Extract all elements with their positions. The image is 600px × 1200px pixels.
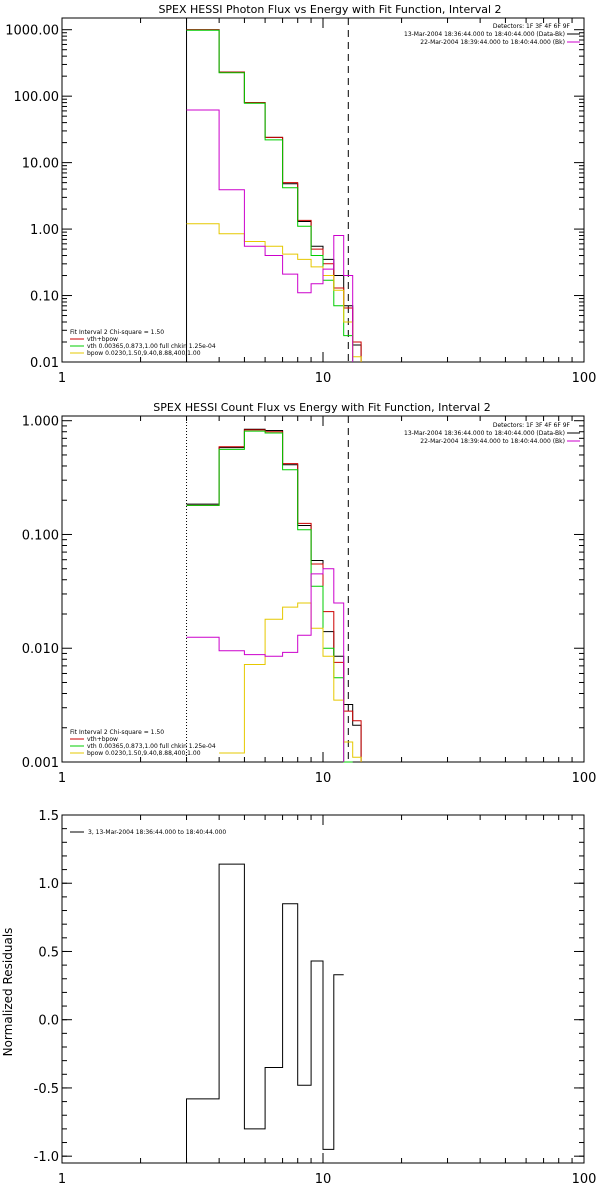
resid-y-tick-label: -0.5 [34,1082,59,1097]
photon-series-vth [186,29,354,362]
photon-x-tick-label: 100 [572,371,597,386]
count-legend-left-header: Fit Interval 2 Chi-square = 1.50 [70,729,164,736]
photon-y-tick-label: 0.10 [30,290,59,305]
photon-y-tick-label: 0.01 [30,356,59,371]
count-legend-left-entry: bpow 0.0230,1.50,9.40,8.88,400,1.00 [87,750,201,757]
count-legend-left-entry: vth 0.00365,0.873,1.00 full chkin 1.25e-… [87,743,216,750]
count-legend-right: Detectors: 1F 3F 4F 6F 9F 13-Mar-2004 18… [404,422,580,445]
photon-y-tick-label: 10.00 [22,157,59,172]
photon-y-tick-label: 1000.00 [5,24,59,39]
resid-series-group [186,863,344,1163]
resid-y-tick-label: 0.0 [38,1014,59,1029]
photon-legend-left-header: Fit Interval 2 Chi-square = 1.50 [70,329,164,336]
photon-legend-left-entry: vth 0.00365,0.873,1.00 full chkin 1.25e-… [87,343,216,350]
count-legend-right-header: Detectors: 1F 3F 4F 6F 9F [493,422,571,429]
resid-y-tick-label: 1.0 [38,877,59,892]
resid-legend: 3, 13-Mar-2004 18:36:44.000 to 18:40:44.… [70,829,226,836]
residuals-panel: 1 10 100 -1.0 -0.5 0.0 0.5 1.0 1.5 Normalized Re… [1,809,596,1187]
photon-legend-left-entry: vth+bpow [87,336,118,343]
count-y-tick-label: 0.100 [22,528,59,543]
photon-legend-right-entry: 22-Mar-2004 18:39:44.000 to 18:40:44.000… [420,39,565,46]
count-flux-panel: SPEX HESSI Count Flux vs Energy with Fit… [22,401,597,786]
photon-chart-title: SPEX HESSI Photon Flux vs Energy with Fi… [158,3,501,16]
resid-legend-entry: 3, 13-Mar-2004 18:36:44.000 to 18:40:44.… [88,829,226,836]
count-axes: 1 10 100 0.001 0.010 0.100 1.000 [22,415,597,786]
count-series-bk [186,568,345,762]
photon-y-tick-label: 1.00 [30,223,59,238]
photon-y-tick-label: 100.00 [14,90,60,105]
photon-legend-right-header: Detectors: 1F 3F 4F 6F 9F [493,23,571,30]
count-series-group [186,428,362,763]
resid-axes: 1 10 100 -1.0 -0.5 0.0 0.5 1.0 1.5 [34,809,597,1187]
photon-series-group [186,29,362,362]
count-x-tick-label: 1 [58,771,66,786]
photon-vlines [186,18,349,362]
resid-x-tick-label: 100 [572,1172,597,1187]
photon-x-tick-label: 1 [58,371,66,386]
photon-legend-left: Fit Interval 2 Chi-square = 1.50 vth+bpo… [70,329,216,357]
photon-flux-panel: SPEX HESSI Photon Flux vs Energy with Fi… [5,3,596,386]
count-x-tick-label: 10 [315,771,332,786]
resid-y-axis-label: Normalized Residuals [1,928,15,1057]
count-y-tick-label: 0.001 [22,756,59,771]
count-y-tick-label: 0.010 [22,642,59,657]
resid-y-tick-label: -1.0 [34,1150,59,1165]
photon-axes: 1 10 100 0.01 0.10 1.00 10.00 100.00 1000.00 [5,18,596,386]
count-y-tick-label: 1.000 [22,415,59,430]
photon-x-tick-label: 10 [315,371,332,386]
resid-y-tick-label: 0.5 [38,945,59,960]
resid-x-tick-label: 10 [315,1172,332,1187]
photon-legend-right: Detectors: 1F 3F 4F 6F 9F 13-Mar-2004 18… [404,23,580,46]
resid-x-tick-label: 1 [58,1172,66,1187]
count-legend-right-entry: 13-Mar-2004 18:36:44.000 to 18:40:44.000… [404,430,565,437]
count-legend-left-entry: vth+bpow [87,736,118,743]
photon-legend-right-entry: 13-Mar-2004 18:36:44.000 to 18:40:44.000… [404,31,565,38]
photon-series-bk [186,109,354,362]
count-legend-right-entry: 22-Mar-2004 18:39:44.000 to 18:40:44.000… [420,438,565,445]
photon-legend-left-entry: bpow 0.0230,1.50,9.40,8.88,400,1.00 [87,350,201,357]
count-chart-title: SPEX HESSI Count Flux vs Energy with Fit… [153,401,490,414]
count-legend-left: Fit Interval 2 Chi-square = 1.50 vth+bpo… [70,729,216,757]
resid-y-tick-label: 1.5 [38,809,59,824]
count-x-tick-label: 100 [572,771,597,786]
resid-series-residuals [186,863,344,1163]
